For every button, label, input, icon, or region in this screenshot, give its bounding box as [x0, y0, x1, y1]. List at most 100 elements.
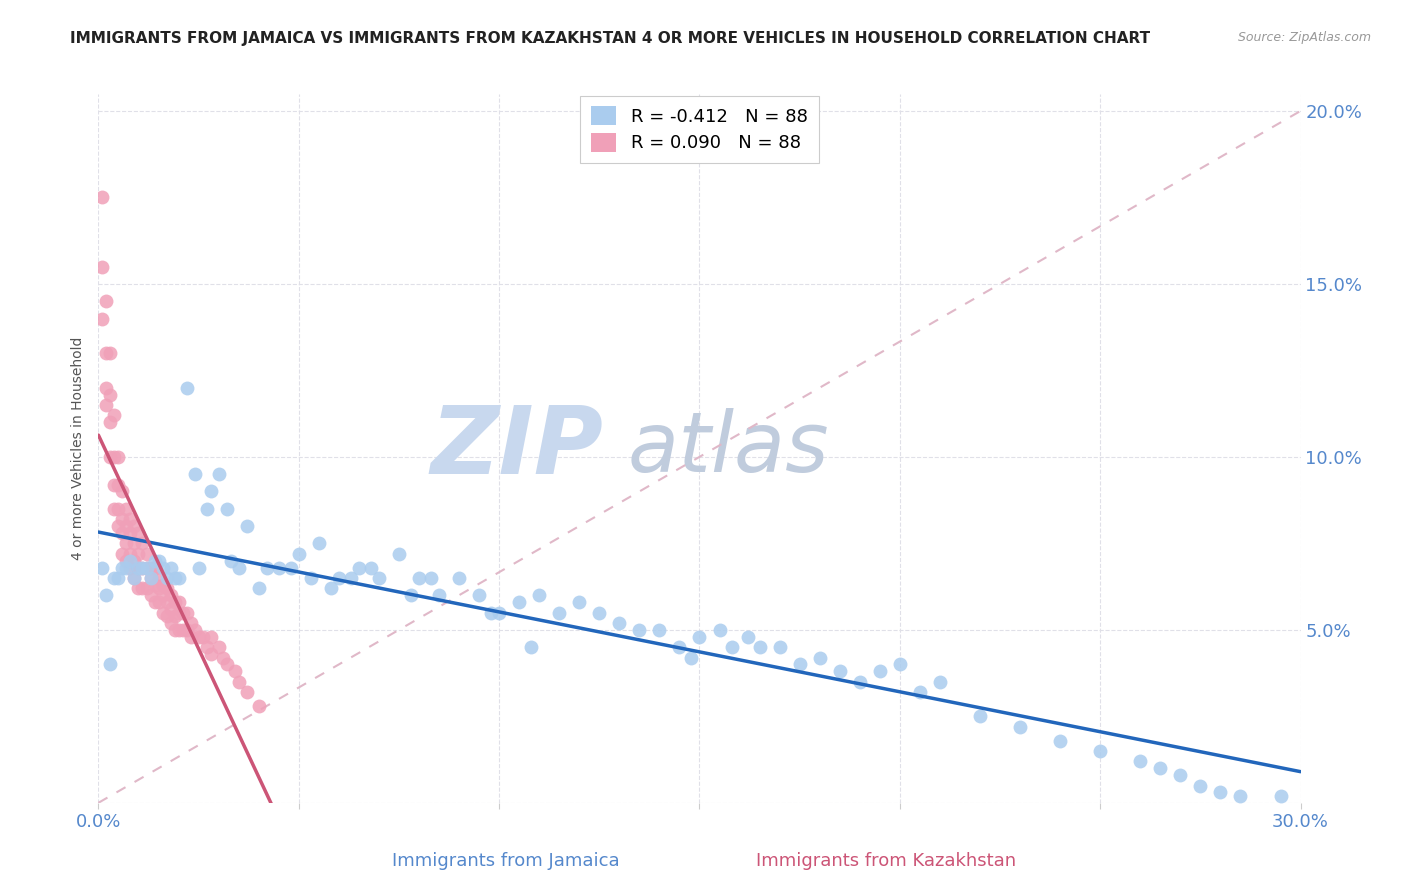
Point: [155, 595, 177, 609]
Point: [1170, 768, 1192, 782]
Point: [128, 560, 150, 574]
Point: [408, 571, 430, 585]
Point: [183, 467, 205, 482]
Point: [172, 623, 194, 637]
Point: [107, 571, 129, 585]
Point: [709, 623, 731, 637]
Point: [869, 665, 891, 679]
Text: Immigrants from Jamaica: Immigrants from Jamaica: [392, 852, 620, 870]
Point: [143, 560, 166, 574]
Point: [120, 547, 142, 561]
Point: [115, 560, 138, 574]
Point: [200, 647, 222, 661]
Point: [111, 484, 134, 499]
Point: [368, 571, 391, 585]
Point: [388, 547, 411, 561]
Text: ZIP: ZIP: [430, 402, 603, 494]
Point: [91, 190, 114, 204]
Point: [219, 554, 242, 568]
Point: [200, 630, 222, 644]
Y-axis label: 4 or more Vehicles in Household: 4 or more Vehicles in Household: [72, 336, 86, 560]
Point: [124, 536, 146, 550]
Point: [191, 630, 214, 644]
Point: [319, 582, 342, 596]
Point: [103, 450, 125, 464]
Point: [124, 519, 146, 533]
Point: [148, 571, 170, 585]
Point: [100, 346, 122, 360]
Text: atlas: atlas: [627, 408, 830, 489]
Point: [96, 588, 118, 602]
Point: [176, 381, 198, 395]
Point: [131, 582, 153, 596]
Point: [128, 547, 150, 561]
Point: [115, 536, 138, 550]
Point: [143, 578, 166, 592]
Point: [280, 560, 302, 574]
Point: [91, 311, 114, 326]
Point: [328, 571, 350, 585]
Point: [128, 526, 150, 541]
Point: [155, 571, 177, 585]
Point: [1088, 744, 1111, 758]
Point: [908, 685, 931, 699]
Point: [215, 657, 238, 672]
Point: [468, 588, 491, 602]
Point: [720, 640, 742, 654]
Point: [91, 260, 114, 274]
Point: [172, 606, 194, 620]
Point: [228, 674, 250, 689]
Point: [1189, 779, 1212, 793]
Point: [529, 588, 551, 602]
Point: [155, 609, 177, 624]
Point: [208, 467, 231, 482]
Point: [111, 512, 134, 526]
Point: [148, 582, 170, 596]
Point: [228, 560, 250, 574]
Point: [235, 519, 257, 533]
Point: [96, 346, 118, 360]
Point: [120, 512, 142, 526]
Point: [308, 536, 330, 550]
Point: [347, 560, 370, 574]
Point: [176, 606, 198, 620]
Point: [103, 409, 125, 423]
Point: [1229, 789, 1251, 803]
Point: [360, 560, 382, 574]
Point: [479, 606, 502, 620]
Point: [183, 623, 205, 637]
Point: [889, 657, 911, 672]
Point: [128, 560, 150, 574]
Point: [159, 560, 181, 574]
Point: [152, 606, 174, 620]
Point: [548, 606, 571, 620]
Point: [107, 501, 129, 516]
Point: [195, 501, 218, 516]
Point: [247, 698, 270, 713]
Point: [420, 571, 443, 585]
Point: [155, 582, 177, 596]
Point: [103, 477, 125, 491]
Point: [828, 665, 851, 679]
Point: [648, 623, 671, 637]
Point: [159, 588, 181, 602]
Point: [849, 674, 872, 689]
Point: [124, 571, 146, 585]
Point: [167, 595, 190, 609]
Point: [152, 588, 174, 602]
Point: [256, 560, 278, 574]
Point: [488, 606, 510, 620]
Point: [148, 595, 170, 609]
Point: [139, 571, 162, 585]
Point: [139, 560, 162, 574]
Point: [180, 630, 202, 644]
Point: [152, 578, 174, 592]
Point: [103, 571, 125, 585]
Point: [969, 709, 991, 723]
Point: [1149, 761, 1171, 775]
Point: [111, 547, 134, 561]
Point: [520, 640, 543, 654]
Point: [689, 630, 711, 644]
Point: [748, 640, 770, 654]
Point: [808, 650, 831, 665]
